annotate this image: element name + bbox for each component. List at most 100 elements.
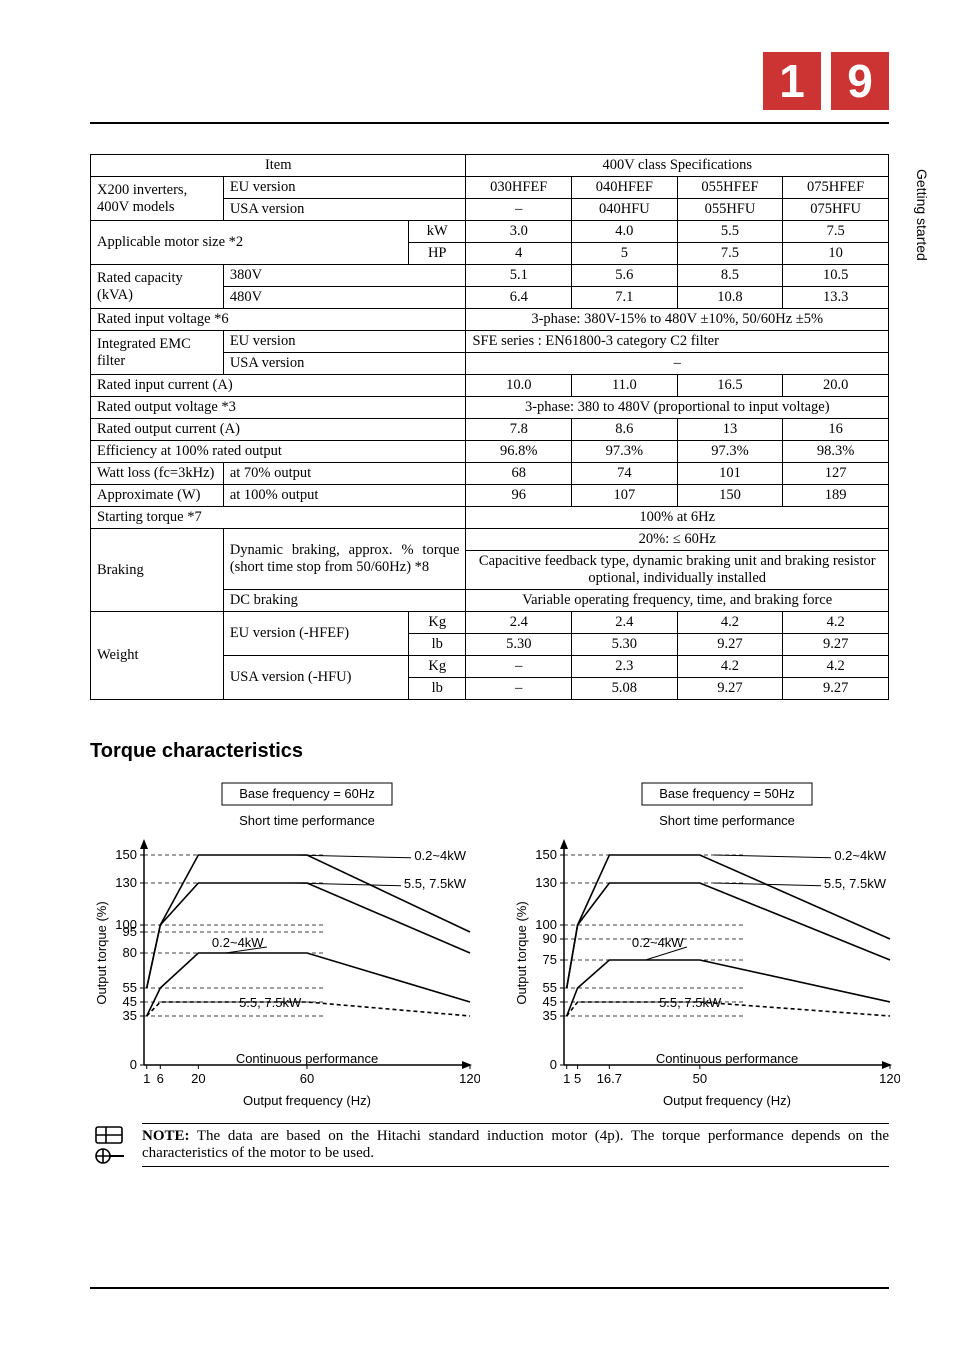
svg-text:120: 120 xyxy=(879,1071,900,1086)
svg-text:Base frequency = 50Hz: Base frequency = 50Hz xyxy=(659,786,795,801)
cell: 98.3% xyxy=(783,441,889,463)
cell: 5.5 xyxy=(677,221,783,243)
svg-text:50: 50 xyxy=(693,1071,707,1086)
cell: – xyxy=(466,678,572,700)
cell: 2.4 xyxy=(466,612,572,634)
rated-input-c-label: Rated input current (A) xyxy=(91,375,466,397)
svg-text:16.7: 16.7 xyxy=(597,1071,622,1086)
watt-loss-100-label: at 100% output xyxy=(223,485,466,507)
svg-text:Continuous performance: Continuous performance xyxy=(236,1051,378,1066)
braking-dyn-label: Dynamic braking, approx. % torque (short… xyxy=(223,529,466,590)
cell: 97.3% xyxy=(572,441,678,463)
svg-text:80: 80 xyxy=(123,945,137,960)
rated-out-c-label: Rated output current (A) xyxy=(91,419,466,441)
chart-60hz: Base frequency = 60HzShort time performa… xyxy=(90,781,480,1111)
svg-text:5.5, 7.5kW: 5.5, 7.5kW xyxy=(659,995,722,1010)
svg-text:120: 120 xyxy=(459,1071,480,1086)
svg-text:0.2~4kW: 0.2~4kW xyxy=(414,848,466,863)
svg-text:100: 100 xyxy=(535,917,557,932)
side-tab: Getting started xyxy=(912,165,932,265)
cell: 96 xyxy=(466,485,572,507)
chart-50hz: Base frequency = 50HzShort time performa… xyxy=(510,781,900,1111)
svg-text:5.5, 7.5kW: 5.5, 7.5kW xyxy=(404,876,467,891)
svg-text:0.2~4kW: 0.2~4kW xyxy=(834,848,886,863)
th-item: Item xyxy=(91,155,466,177)
svg-text:5.5, 7.5kW: 5.5, 7.5kW xyxy=(239,995,302,1010)
note-body: The data are based on the Hitachi standa… xyxy=(142,1128,889,1161)
cell: 4.2 xyxy=(677,656,783,678)
note-bold: NOTE: xyxy=(142,1128,190,1144)
cell: 7.8 xyxy=(466,419,572,441)
braking-dc: Variable operating frequency, time, and … xyxy=(466,590,889,612)
cell: 5.30 xyxy=(572,634,678,656)
cell: 4.2 xyxy=(677,612,783,634)
unit: lb xyxy=(408,678,465,700)
rated-input-v: 3-phase: 380V-15% to 480V ±10%, 50/60Hz … xyxy=(466,309,889,331)
cell: 5.6 xyxy=(572,265,678,287)
chart-svg: Base frequency = 60HzShort time performa… xyxy=(90,781,480,1111)
cell: 16.5 xyxy=(677,375,783,397)
starting-torque: 100% at 6Hz xyxy=(466,507,889,529)
braking-label: Braking xyxy=(91,529,224,612)
svg-text:1: 1 xyxy=(143,1071,150,1086)
svg-text:60: 60 xyxy=(300,1071,314,1086)
svg-text:0: 0 xyxy=(550,1057,557,1072)
svg-text:Base frequency = 60Hz: Base frequency = 60Hz xyxy=(239,786,375,801)
cell: 9.27 xyxy=(677,634,783,656)
cell: 8.6 xyxy=(572,419,678,441)
cell: 040HFEF xyxy=(572,177,678,199)
cell: 5.30 xyxy=(466,634,572,656)
svg-text:Output torque (%): Output torque (%) xyxy=(94,901,109,1004)
cell: 68 xyxy=(466,463,572,485)
rated-cap-380: 380V xyxy=(223,265,466,287)
page: 1 9 Getting started Item 400V class Spec… xyxy=(0,0,954,1357)
svg-text:Output frequency (Hz): Output frequency (Hz) xyxy=(663,1093,791,1108)
note-icon xyxy=(90,1123,130,1167)
starting-torque-label: Starting torque *7 xyxy=(91,507,466,529)
unit: lb xyxy=(408,634,465,656)
cell: 2.3 xyxy=(572,656,678,678)
braking-dyn-mid: Capacitive feedback type, dynamic brakin… xyxy=(466,551,889,590)
row-inverter-usa: USA version xyxy=(223,199,466,221)
svg-text:35: 35 xyxy=(543,1008,557,1023)
cell: – xyxy=(466,199,572,221)
braking-dc-label: DC braking xyxy=(223,590,466,612)
cell: 10.0 xyxy=(466,375,572,397)
rated-out-v: 3-phase: 380 to 480V (proportional to in… xyxy=(466,397,889,419)
weight-usa-label: USA version (-HFU) xyxy=(223,656,408,700)
cell: 4.2 xyxy=(783,612,889,634)
weight-label: Weight xyxy=(91,612,224,700)
svg-text:Output frequency (Hz): Output frequency (Hz) xyxy=(243,1093,371,1108)
section-title: Torque characteristics xyxy=(90,740,889,763)
cell: 16 xyxy=(783,419,889,441)
rated-cap-label: Rated capacity (kVA) xyxy=(91,265,224,309)
svg-text:35: 35 xyxy=(123,1008,137,1023)
cell: 10 xyxy=(783,243,889,265)
cell: 5.1 xyxy=(466,265,572,287)
cell: 7.5 xyxy=(783,221,889,243)
svg-text:0: 0 xyxy=(130,1057,137,1072)
rated-input-v-label: Rated input voltage *6 xyxy=(91,309,466,331)
svg-text:130: 130 xyxy=(115,875,137,890)
cell: 4.0 xyxy=(572,221,678,243)
svg-text:45: 45 xyxy=(543,994,557,1009)
emc-usa: – xyxy=(466,353,889,375)
svg-text:55: 55 xyxy=(543,980,557,995)
cell: 101 xyxy=(677,463,783,485)
cell: 040HFU xyxy=(572,199,678,221)
cell: 075HFU xyxy=(783,199,889,221)
row-inverter-label: X200 inverters, 400V models xyxy=(91,177,224,221)
cell: 11.0 xyxy=(572,375,678,397)
page-number: 1 9 xyxy=(763,52,889,110)
svg-text:1: 1 xyxy=(563,1071,570,1086)
cell: 5.08 xyxy=(572,678,678,700)
cell: 030HFEF xyxy=(466,177,572,199)
cell: 055HFU xyxy=(677,199,783,221)
bottom-rule xyxy=(90,1287,889,1289)
rated-out-v-label: Rated output voltage *3 xyxy=(91,397,466,419)
svg-text:5.5, 7.5kW: 5.5, 7.5kW xyxy=(824,876,887,891)
emc-eu-label: EU version xyxy=(223,331,466,353)
emc-usa-label: USA version xyxy=(223,353,466,375)
cell: 10.8 xyxy=(677,287,783,309)
emc-label: Integrated EMC filter xyxy=(91,331,224,375)
